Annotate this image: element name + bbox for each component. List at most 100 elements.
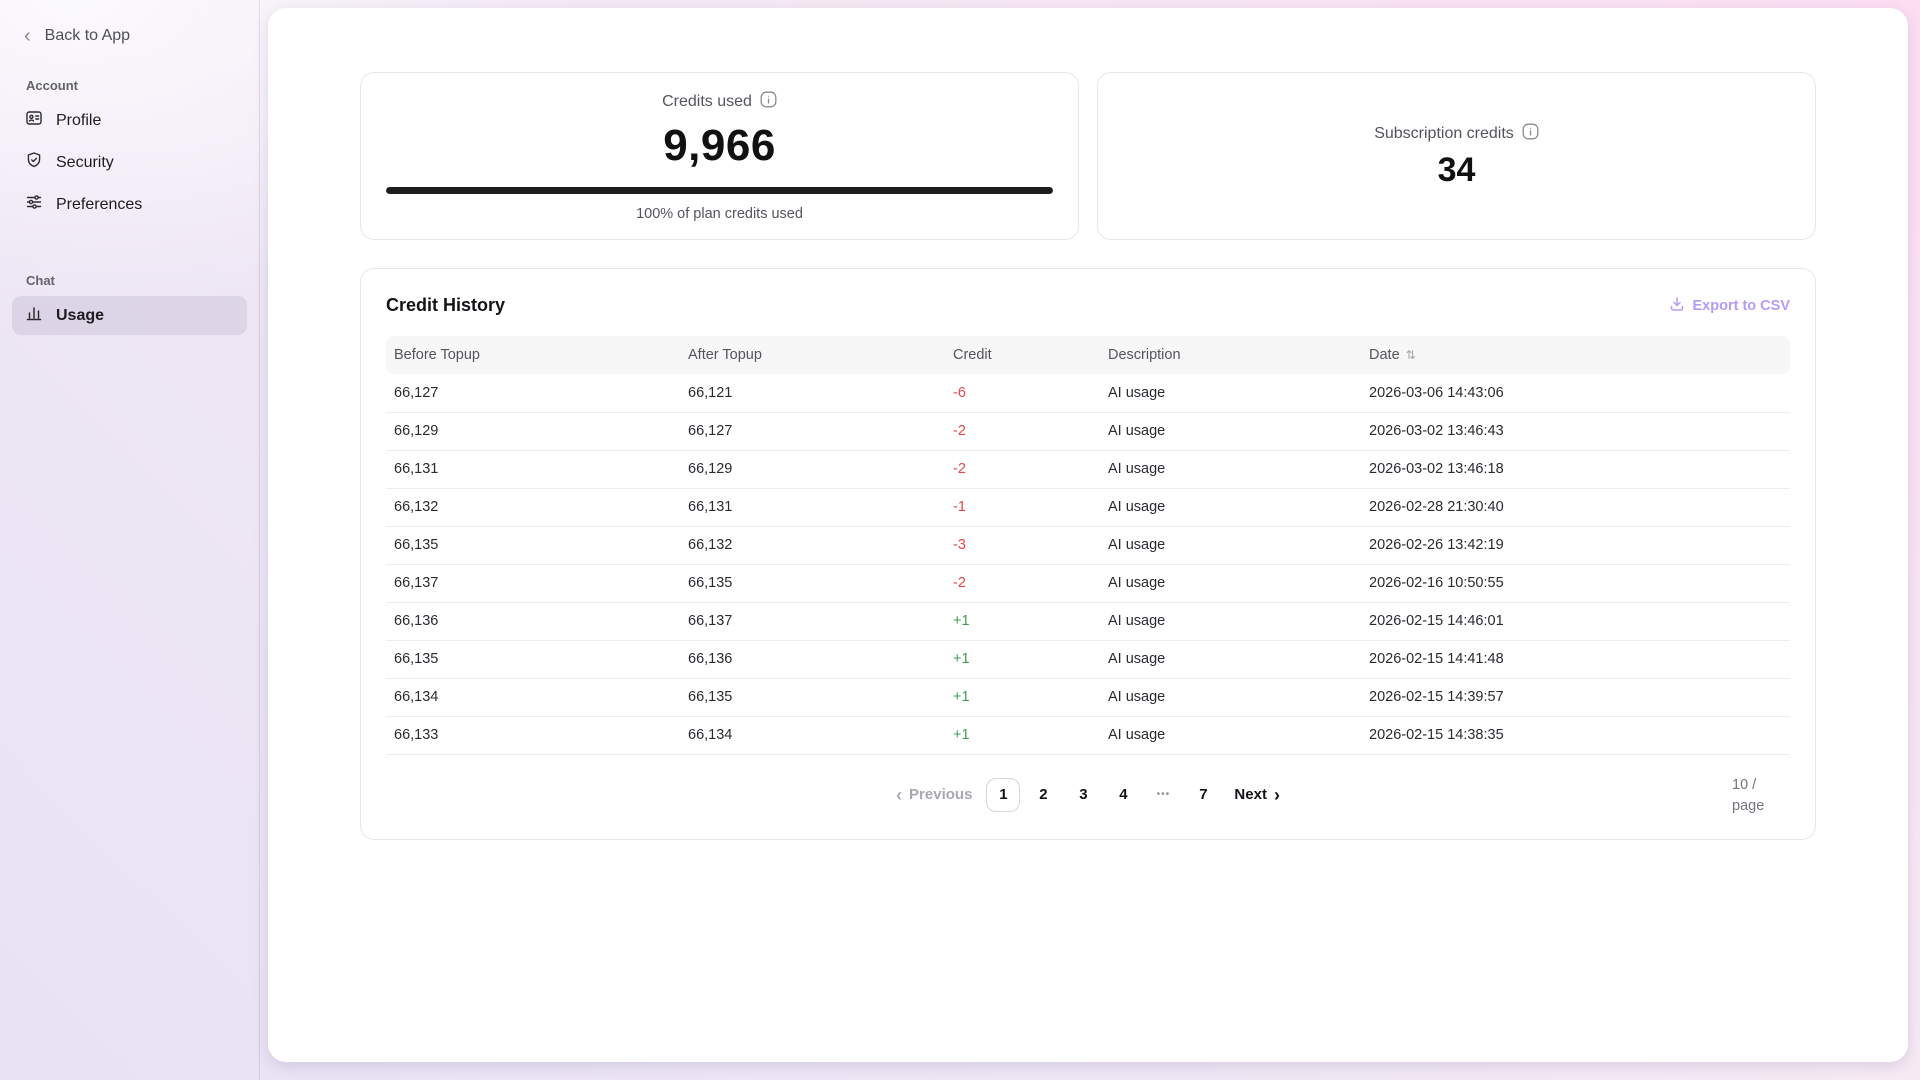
cell-after-topup: 66,136	[680, 640, 945, 679]
subscription-credits-label: Subscription credits	[1374, 124, 1514, 142]
cell-after-topup: 66,131	[680, 488, 945, 527]
credit-history-rows: 66,127 66,121 -6 AI usage 2026-03-06 14:43:0…	[386, 374, 1790, 755]
col-header-description: Description	[1100, 336, 1361, 374]
cell-before-topup: 66,135	[386, 640, 680, 679]
page-button-3[interactable]: 3	[1066, 778, 1100, 812]
cell-credit: -2	[945, 564, 1100, 603]
credits-progress-fill	[386, 186, 1053, 194]
cell-after-topup: 66,132	[680, 526, 945, 565]
table-header-row: Before Topup After Topup Credit Descript…	[386, 336, 1790, 374]
sidebar-item-label: Security	[56, 153, 114, 171]
main-panel: Credits used 9,966 100% of plan credits …	[268, 8, 1908, 1062]
table-row: 66,131 66,129 -2 AI usage 2026-03-02 13:46:1…	[386, 450, 1790, 489]
page-button-4[interactable]: 4	[1106, 778, 1140, 812]
table-row: 66,134 66,135 +1 AI usage 2026-02-15 14:39:5…	[386, 678, 1790, 717]
next-label: Next	[1234, 786, 1267, 803]
cell-description: AI usage	[1100, 526, 1361, 565]
pagination: ‹ Previous 1 2 3 4 ••• 7 Next › 10 / page	[386, 763, 1790, 827]
cell-description: AI usage	[1100, 716, 1361, 755]
sidebar-section-account: Account	[26, 78, 78, 93]
back-to-app-label: Back to App	[44, 27, 131, 44]
cell-before-topup: 66,133	[386, 716, 680, 755]
cell-credit: +1	[945, 640, 1100, 679]
table-row: 66,133 66,134 +1 AI usage 2026-02-15 14:38:3…	[386, 716, 1790, 755]
col-header-after-topup: After Topup	[680, 336, 945, 374]
cell-description: AI usage	[1100, 678, 1361, 717]
chevron-left-icon: ‹	[896, 784, 903, 805]
credit-history-card: Credit History Export to CSV	[360, 268, 1816, 840]
cell-credit: -1	[945, 488, 1100, 527]
cell-date: 2026-03-02 13:46:43	[1361, 412, 1790, 451]
info-icon[interactable]	[1522, 123, 1539, 145]
table-row: 66,132 66,131 -1 AI usage 2026-02-28 21:30:4…	[386, 488, 1790, 527]
credits-progress-bar	[386, 186, 1053, 194]
cell-date: 2026-02-16 10:50:55	[1361, 564, 1790, 603]
sidebar-item-profile[interactable]: Profile	[12, 101, 247, 140]
table-row: 66,137 66,135 -2 AI usage 2026-02-16 10:50:5…	[386, 564, 1790, 603]
page-button-1[interactable]: 1	[986, 777, 1021, 812]
cell-credit: -2	[945, 412, 1100, 451]
credits-used-label: Credits used	[662, 92, 752, 110]
page-button-7[interactable]: 7	[1186, 778, 1220, 812]
subscription-credits-value: 34	[1437, 150, 1476, 189]
cell-before-topup: 66,134	[386, 678, 680, 717]
cell-credit: +1	[945, 716, 1100, 755]
sort-icon: ⇅	[1405, 348, 1416, 362]
cell-before-topup: 66,127	[386, 374, 680, 413]
sidebar-item-usage[interactable]: Usage	[12, 296, 247, 335]
page-button-2[interactable]: 2	[1026, 778, 1060, 812]
table-row: 66,127 66,121 -6 AI usage 2026-03-06 14:43:0…	[386, 374, 1790, 413]
export-to-csv-button[interactable]: Export to CSV	[1669, 296, 1790, 316]
cell-date: 2026-02-15 14:41:48	[1361, 640, 1790, 679]
download-icon	[1669, 296, 1685, 316]
credits-used-card: Credits used 9,966 100% of plan credits …	[360, 72, 1079, 240]
sidebar-item-preferences[interactable]: Preferences	[12, 185, 247, 224]
table-row: 66,135 66,132 -3 AI usage 2026-02-26 13:42:1…	[386, 526, 1790, 565]
col-header-before-topup: Before Topup	[386, 336, 680, 374]
previous-page-button[interactable]: ‹ Previous	[888, 786, 980, 804]
cell-before-topup: 66,131	[386, 450, 680, 489]
sidebar-item-label: Usage	[56, 306, 105, 324]
cell-date: 2026-03-02 13:46:18	[1361, 450, 1790, 489]
settings-sidebar: ‹ Back to App Account Profile Security	[0, 0, 260, 1080]
cell-after-topup: 66,135	[680, 564, 945, 603]
cell-before-topup: 66,129	[386, 412, 680, 451]
cell-before-topup: 66,136	[386, 602, 680, 641]
export-to-csv-label: Export to CSV	[1692, 297, 1790, 314]
back-to-app-button[interactable]: ‹ Back to App	[12, 20, 247, 52]
cell-credit: -2	[945, 450, 1100, 489]
info-icon[interactable]	[760, 91, 777, 113]
cell-description: AI usage	[1100, 564, 1361, 603]
cell-description: AI usage	[1100, 374, 1361, 413]
next-page-button[interactable]: Next ›	[1226, 786, 1288, 804]
table-row: 66,129 66,127 -2 AI usage 2026-03-02 13:46:4…	[386, 412, 1790, 451]
pagination-pages: 1 2 3 4 ••• 7	[986, 777, 1220, 812]
cell-credit: +1	[945, 678, 1100, 717]
cell-after-topup: 66,121	[680, 374, 945, 413]
cell-date: 2026-02-15 14:38:35	[1361, 716, 1790, 755]
cell-before-topup: 66,135	[386, 526, 680, 565]
credits-used-caption: 100% of plan credits used	[636, 205, 803, 222]
bar-chart-icon	[25, 304, 43, 327]
col-header-date[interactable]: Date ⇅	[1361, 336, 1790, 374]
col-header-credit: Credit	[945, 336, 1100, 374]
cell-after-topup: 66,135	[680, 678, 945, 717]
page-size-selector[interactable]: 10 / page	[1732, 776, 1765, 814]
chevron-right-icon: ›	[1273, 784, 1280, 805]
pagination-ellipsis[interactable]: •••	[1146, 778, 1180, 812]
subscription-credits-card: Subscription credits 34	[1097, 72, 1816, 240]
sidebar-item-label: Preferences	[56, 195, 143, 213]
cell-description: AI usage	[1100, 412, 1361, 451]
cell-credit: -3	[945, 526, 1100, 565]
cell-date: 2026-02-26 13:42:19	[1361, 526, 1790, 565]
sidebar-item-label: Profile	[56, 111, 102, 129]
id-badge-icon	[25, 109, 43, 132]
cell-description: AI usage	[1100, 602, 1361, 641]
credits-used-value: 9,966	[663, 120, 776, 170]
credit-history-title: Credit History	[386, 295, 506, 315]
cell-date: 2026-02-15 14:39:57	[1361, 678, 1790, 717]
cell-before-topup: 66,132	[386, 488, 680, 527]
sidebar-item-security[interactable]: Security	[12, 143, 247, 182]
credit-history-table: Before Topup After Topup Credit Descript…	[386, 336, 1790, 755]
cell-after-topup: 66,127	[680, 412, 945, 451]
